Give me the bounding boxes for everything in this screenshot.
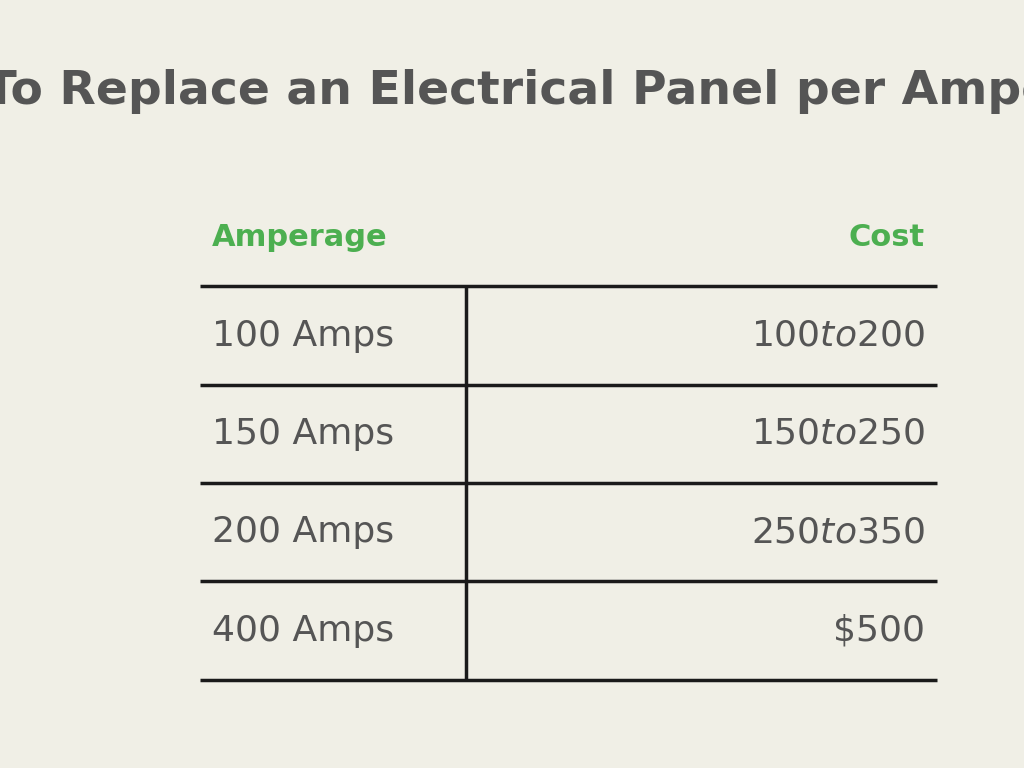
- Text: 150 Amps: 150 Amps: [212, 417, 394, 451]
- Text: Cost To Replace an Electrical Panel per Amperage: Cost To Replace an Electrical Panel per …: [0, 69, 1024, 114]
- Text: $150 to $250: $150 to $250: [751, 417, 925, 451]
- Text: $500: $500: [833, 614, 925, 647]
- Text: 200 Amps: 200 Amps: [212, 515, 394, 549]
- Text: 100 Amps: 100 Amps: [212, 319, 394, 353]
- Text: Cost: Cost: [849, 223, 925, 252]
- Text: Amperage: Amperage: [212, 223, 388, 252]
- Text: $250 to $350: $250 to $350: [751, 515, 925, 549]
- Text: $100 to $200: $100 to $200: [751, 319, 925, 353]
- Text: 400 Amps: 400 Amps: [212, 614, 394, 647]
